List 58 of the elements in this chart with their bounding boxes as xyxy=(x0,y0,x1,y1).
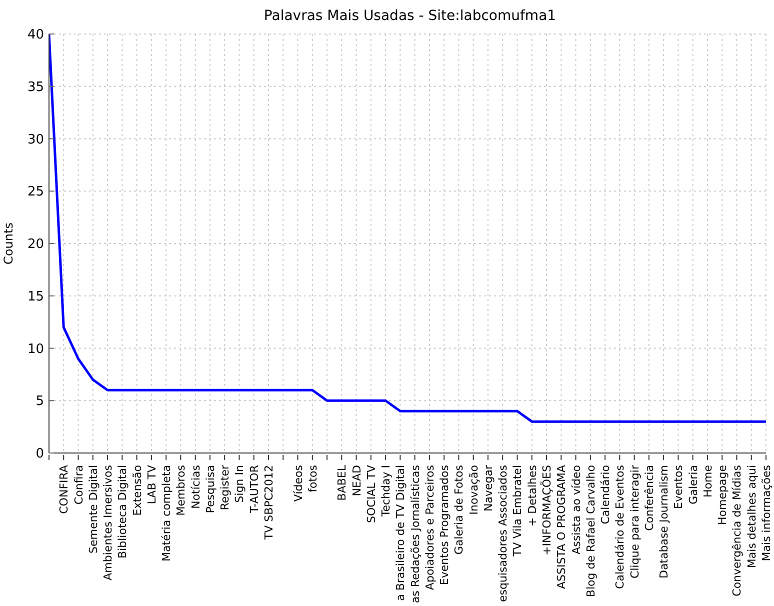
x-tick-label: Calendário xyxy=(599,464,612,524)
x-tick-label: esquisadores Associados xyxy=(496,464,510,602)
x-tick-label: Techday I xyxy=(380,465,393,518)
y-tick-label: 20 xyxy=(27,237,44,252)
y-tick-label: 40 xyxy=(27,28,44,43)
x-tick-label: Vídeos xyxy=(292,464,305,502)
x-tick-label: TV SBPC2012 xyxy=(262,465,276,541)
x-tick-label: Calendário de Eventos xyxy=(614,464,627,589)
x-tick-label: Mais detalhes aqui xyxy=(745,465,758,568)
x-tick-label: Inovação xyxy=(467,464,480,515)
x-tick-label: Eventos Programados xyxy=(438,464,452,586)
y-tick-label: 30 xyxy=(27,132,44,148)
x-tick-label: Blog de Rafael Carvalho xyxy=(584,464,598,598)
x-tick-label: T-AUTOR xyxy=(248,464,261,514)
x-tick-label: Clique para interagir xyxy=(628,464,642,578)
x-tick-label: Membros xyxy=(174,464,188,516)
y-tick-label: 10 xyxy=(27,342,44,357)
x-tick-label: NEAD xyxy=(350,465,364,496)
x-tick-label: Pesquisa xyxy=(204,465,217,514)
x-tick-label: Conferência xyxy=(642,465,656,531)
x-tick-label: Register xyxy=(218,464,232,510)
x-tick-label: Mais informações xyxy=(760,464,773,562)
x-tick-label: BABEL xyxy=(336,464,349,501)
x-tick-label: Sign In xyxy=(233,464,246,503)
x-tick-label: fotos xyxy=(306,464,320,492)
x-tick-label: Biblioteca Digital xyxy=(116,465,130,558)
x-tick-label: as Redações Jornalísticas xyxy=(408,464,422,604)
x-tick-label: Assista ao vídeo xyxy=(570,464,583,554)
x-tick-label: Notícias xyxy=(189,464,202,509)
x-tick-label: Galeria xyxy=(686,465,700,504)
x-tick-label: ASSISTA O PROGRAMA xyxy=(555,464,568,589)
x-tick-label: Semente Digital xyxy=(86,465,100,554)
x-tick-label: TV Vila Embratel xyxy=(511,465,524,558)
x-tick-label: Extensão xyxy=(130,464,144,516)
chart-title: Palavras Mais Usadas - Site:labcomufma1 xyxy=(264,8,556,24)
x-tick-label: Convergência de Mídias xyxy=(730,464,744,596)
x-tick-label: Navegar xyxy=(482,464,495,512)
y-tick-label: 15 xyxy=(27,289,44,304)
y-tick-label: 35 xyxy=(27,80,44,95)
x-tick-label: a Brasileiro de TV Digital xyxy=(394,465,408,601)
y-axis-title: Counts xyxy=(1,222,16,264)
x-tick-label: Home xyxy=(701,464,714,498)
x-tick-label: Database Journalism xyxy=(658,465,671,579)
x-tick-label: Matéria completa xyxy=(160,465,174,562)
x-tick-label: Eventos xyxy=(672,464,686,509)
x-tick-label: Apoiadores e Parceiros xyxy=(423,464,436,590)
x-tick-label: CONFIRA xyxy=(58,464,71,514)
y-tick-label: 0 xyxy=(36,446,44,462)
y-tick-label: 25 xyxy=(27,184,44,200)
x-tick-label: + Detalhes xyxy=(526,464,539,527)
x-tick-label: Galeria de Fotos xyxy=(452,464,466,555)
x-tick-label: +INFORMAÇÕES xyxy=(540,464,554,556)
y-tick-label: 5 xyxy=(36,394,44,410)
x-tick-label: Confira xyxy=(72,465,86,505)
x-tick-label: SOCIAL TV xyxy=(364,464,378,523)
x-tick-label: Homepage xyxy=(716,464,730,525)
x-tick-label: LAB TV xyxy=(145,464,158,504)
x-tick-label: Ambientes Imersivos xyxy=(102,464,115,580)
